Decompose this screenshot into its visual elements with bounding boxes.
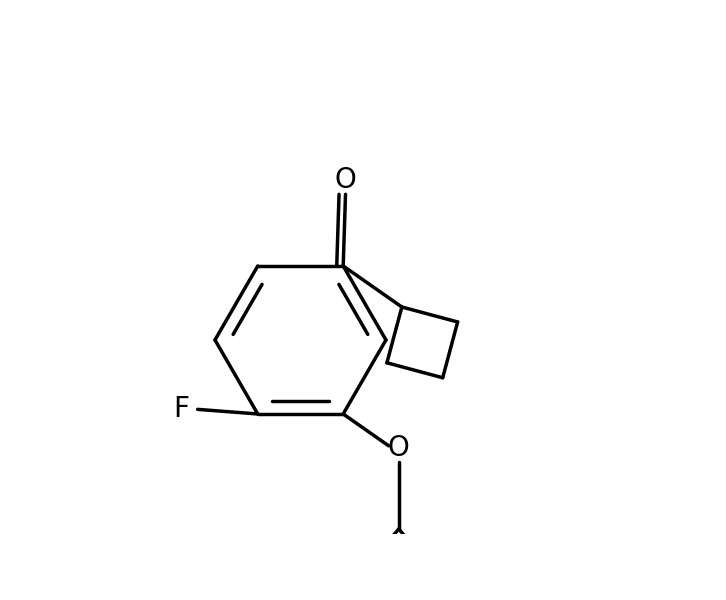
Text: O: O — [335, 166, 356, 194]
Text: O: O — [388, 434, 409, 462]
Text: F: F — [174, 395, 189, 424]
